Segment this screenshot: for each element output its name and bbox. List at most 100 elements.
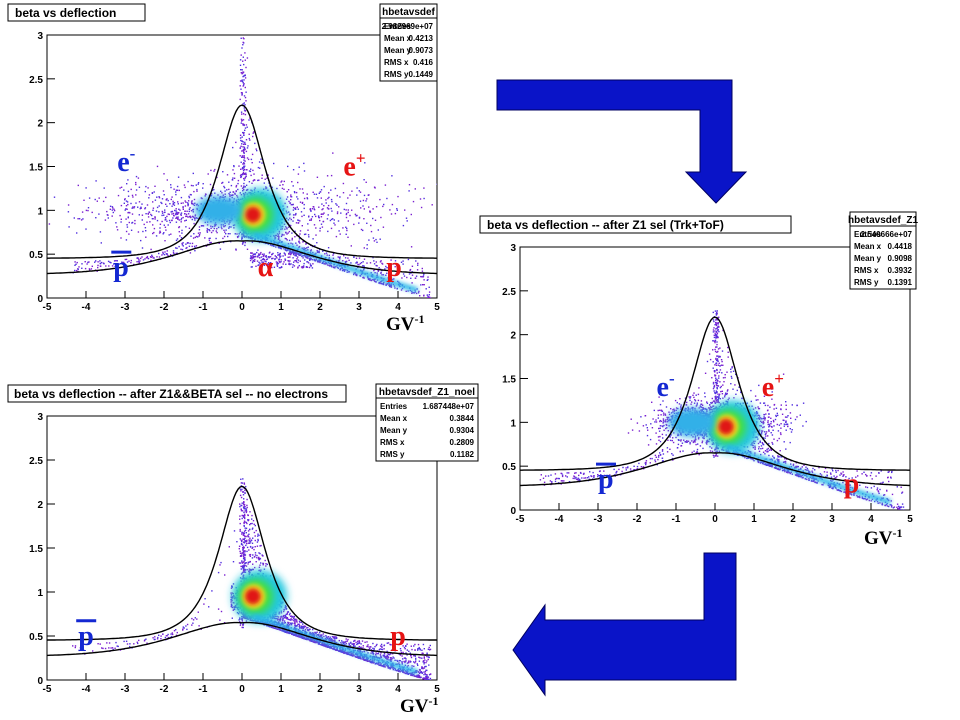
scatter-point — [728, 399, 729, 400]
scatter-point — [782, 470, 783, 471]
scatter-point — [364, 266, 365, 267]
scatter-point — [816, 482, 817, 483]
scatter-point — [126, 209, 127, 210]
scatter-point — [718, 377, 719, 378]
scatter-point — [154, 217, 155, 218]
scatter-point — [283, 261, 284, 262]
scatter-point — [132, 208, 133, 209]
scatter-point — [888, 506, 889, 507]
scatter-point — [243, 84, 244, 85]
scatter-point — [362, 205, 363, 206]
scatter-point — [551, 481, 552, 482]
scatter-point — [662, 434, 663, 435]
scatter-point — [728, 398, 729, 399]
scatter-point — [205, 195, 206, 196]
scatter-point — [874, 486, 875, 487]
scatter-point — [662, 450, 663, 451]
scatter-point — [328, 192, 329, 193]
scatter-point — [203, 183, 204, 184]
scatter-point — [173, 250, 174, 251]
scatter-point — [715, 378, 716, 379]
scatter-point — [177, 216, 178, 217]
scatter-point — [212, 226, 213, 227]
scatter-point — [589, 471, 590, 472]
scatter-point — [249, 139, 250, 140]
particle-symbol: p — [113, 252, 129, 283]
scatter-point — [190, 216, 191, 217]
scatter-point — [163, 190, 164, 191]
scatter-point — [179, 235, 180, 236]
scatter-point — [715, 346, 716, 347]
scatter-point — [245, 77, 246, 78]
scatter-point — [758, 385, 759, 386]
scatter-point — [832, 488, 833, 489]
scatter-point — [186, 220, 187, 221]
scatter-point — [773, 425, 774, 426]
scatter-point — [659, 436, 660, 437]
scatter-point — [304, 259, 305, 260]
scatter-point — [307, 261, 308, 262]
scatter-point — [407, 290, 408, 291]
scatter-point — [718, 395, 719, 396]
scatter-point — [412, 266, 413, 267]
scatter-point — [793, 464, 794, 465]
scatter-point — [363, 179, 364, 180]
scatter-point — [421, 207, 422, 208]
scatter-point — [82, 218, 83, 219]
scatter-point — [432, 204, 433, 205]
scatter-point — [377, 272, 378, 273]
scatter-point — [719, 394, 720, 395]
scatter-point — [345, 257, 346, 258]
scatter-point — [769, 407, 770, 408]
scatter-point — [429, 287, 430, 288]
scatter-point — [836, 476, 837, 477]
scatter-point — [302, 257, 303, 258]
scatter-point — [334, 219, 335, 220]
scatter-point — [230, 226, 231, 227]
scatter-point — [765, 434, 766, 435]
scatter-point — [239, 233, 240, 234]
scatter-point — [164, 251, 165, 252]
scatter-point — [782, 414, 783, 415]
scatter-point — [775, 419, 776, 420]
scatter-point — [283, 263, 284, 264]
scatter-point — [696, 395, 697, 396]
scatter-point — [777, 424, 778, 425]
scatter-point — [790, 428, 791, 429]
scatter-point — [177, 219, 178, 220]
scatter-point — [691, 440, 692, 441]
scatter-point — [632, 429, 633, 430]
scatter-point — [777, 459, 778, 460]
scatter-point — [292, 257, 293, 258]
scatter-point — [250, 175, 251, 176]
scatter-point — [423, 198, 424, 199]
scatter-point — [392, 204, 393, 205]
scatter-point — [126, 224, 127, 225]
scatter-point — [193, 233, 194, 234]
scatter-point — [327, 264, 328, 265]
particle-symbol: α — [258, 252, 274, 283]
scatter-point — [207, 229, 208, 230]
scatter-point — [328, 205, 329, 206]
scatter-point — [245, 186, 246, 187]
scatter-point — [902, 503, 903, 504]
scatter-point — [716, 369, 717, 370]
scatter-point — [786, 430, 787, 431]
scatter-point — [144, 258, 145, 259]
scatter-point — [298, 241, 299, 242]
x-tick-label: 0 — [239, 302, 245, 313]
scatter-point — [337, 195, 338, 196]
scatter-point — [346, 234, 347, 235]
scatter-point — [715, 363, 716, 364]
scatter-point — [722, 393, 723, 394]
scatter-point — [563, 480, 564, 481]
scatter-point — [79, 218, 80, 219]
scatter-point — [248, 159, 249, 160]
scatter-point — [349, 194, 350, 195]
scatter-point — [278, 259, 279, 260]
scatter-point — [294, 236, 295, 237]
scatter-point — [323, 205, 324, 206]
scatter-point — [310, 250, 311, 251]
stats-box-title: hbetavsdef — [382, 7, 435, 18]
scatter-point — [193, 173, 194, 174]
